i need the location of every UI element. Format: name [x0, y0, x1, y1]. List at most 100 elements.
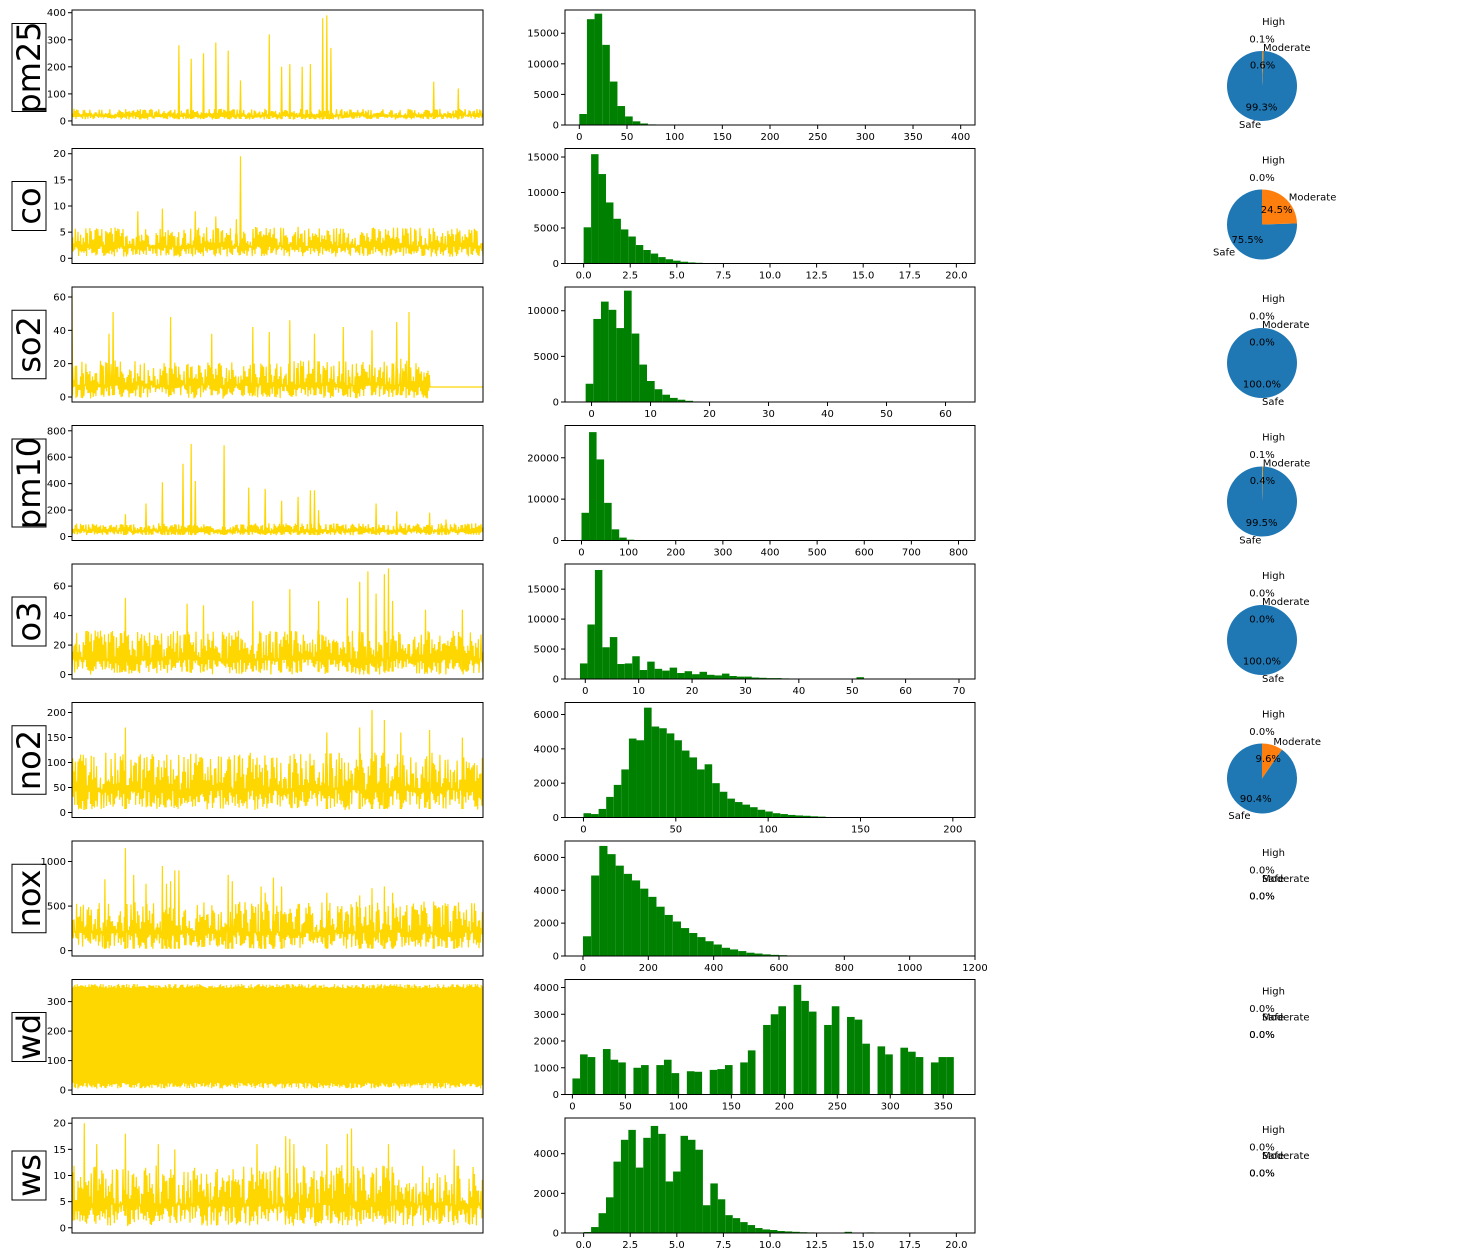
hist-bar-so2 — [623, 290, 632, 402]
line-ytick-label-no2: 100 — [47, 758, 66, 769]
line-ytick-label-ws: 5 — [60, 1197, 66, 1208]
hist-axes-frame-so2 — [564, 286, 976, 403]
hist-bar-co — [613, 218, 621, 264]
hist-bar-no2 — [772, 813, 781, 818]
hist-bar-so2 — [600, 301, 609, 402]
hist-ytick-label-wd: 3000 — [534, 1010, 559, 1021]
pie-pct-safe-no2: 90.4% — [1240, 794, 1272, 805]
hist-bar-o3 — [594, 569, 603, 679]
hist-xtick-label-no2: 0 — [580, 825, 586, 836]
line-ytick-label-co: 5 — [60, 228, 66, 239]
hist-bar-o3 — [662, 670, 670, 679]
hist-bar-o3 — [677, 673, 685, 679]
hist-bar-pm25 — [594, 13, 603, 126]
hist-bar-wd — [671, 1073, 680, 1095]
hist-bar-so2 — [662, 394, 671, 402]
hist-bar-wd — [770, 1014, 779, 1095]
pie-label-high-ws: High — [1262, 1125, 1285, 1136]
hist-bar-o3 — [729, 676, 737, 679]
pie-label-high-o3: High — [1262, 571, 1285, 582]
hist-bar-nox — [721, 947, 730, 956]
hist-bar-nox — [648, 896, 657, 956]
hist-bar-nox — [591, 875, 600, 956]
hist-bar-nox — [754, 953, 763, 956]
pie-slice-safe-no2 — [1227, 743, 1297, 814]
hist-ytick-label-o3: 0 — [553, 675, 559, 686]
hist-bar-nox — [713, 944, 722, 956]
hist-bar-no2 — [613, 784, 622, 818]
hist-bar-no2 — [803, 815, 811, 818]
hist-bar-so2 — [608, 309, 617, 402]
pie-slice-safe-pm10 — [1226, 466, 1297, 537]
line-axes-frame-pm25 — [71, 9, 484, 126]
hist-bar-ws — [650, 1125, 659, 1233]
hist-bar-ws — [725, 1215, 733, 1233]
hist-bar-no2 — [795, 815, 804, 818]
row-label-wd: wd — [10, 1014, 48, 1060]
hist-ytick-label-o3: 15000 — [527, 585, 559, 596]
pie-slice-moderate-pm10 — [1262, 466, 1264, 502]
hist-bar-no2 — [697, 769, 705, 818]
hist-bar-wd — [740, 1062, 748, 1095]
pie-label-safe-no2: Safe — [1228, 811, 1250, 822]
row-label-pm25: pm25 — [10, 21, 48, 113]
pie-label-moderate-ws: Moderate — [1262, 1151, 1310, 1162]
hist-bar-pm10 — [581, 512, 590, 541]
hist-bar-no2 — [628, 738, 637, 818]
hist-bar-wd — [763, 1024, 771, 1095]
hist-bar-wd — [877, 1046, 886, 1095]
pie-label-safe-o3: Safe — [1262, 674, 1284, 685]
hist-xtick-label-nox: 1000 — [897, 963, 922, 974]
hist-xtick-label-so2: 10 — [644, 409, 657, 420]
hist-ytick-label-so2: 0 — [553, 398, 559, 409]
hist-bar-co — [628, 236, 636, 264]
hist-ytick-label-nox: 2000 — [534, 919, 559, 930]
hist-xtick-label-so2: 0 — [588, 409, 594, 420]
line-ytick-label-wd: 200 — [47, 1027, 66, 1038]
hist-bar-co — [658, 257, 666, 264]
hist-xtick-label-pm25: 300 — [856, 132, 875, 143]
pie-pct-moderate-pm10: 0.4% — [1250, 476, 1275, 487]
hist-bar-wd — [641, 1065, 649, 1095]
hist-axes-frame-nox — [564, 840, 976, 957]
hist-bar-pm25 — [625, 116, 633, 125]
pie-pct-moderate-co: 24.5% — [1261, 205, 1293, 216]
hist-bar-nox — [689, 933, 698, 956]
hist-bar-wd — [930, 1062, 939, 1095]
row-ws: ws 0 5 10 15 20 0 2000 4000 0.0 2.5 5.0 7.5 10.0 12.5 1… — [10, 1117, 1310, 1251]
row-label-nox: nox — [10, 870, 48, 928]
line-series-nox — [72, 848, 483, 949]
hist-xtick-label-wd: 100 — [669, 1102, 688, 1113]
hist-ytick-label-co: 5000 — [534, 224, 559, 235]
pie-pct-safe-o3: 100.0% — [1243, 657, 1281, 668]
hist-xtick-label-o3: 70 — [953, 686, 966, 697]
hist-xtick-label-wd: 350 — [934, 1102, 953, 1113]
hist-xtick-label-co: 12.5 — [805, 271, 827, 282]
pie-label-safe-wd: Safe — [1262, 1013, 1284, 1024]
hist-xtick-label-o3: 50 — [846, 686, 859, 697]
line-series-pm10 — [72, 443, 483, 536]
hist-bar-pm25 — [586, 19, 595, 126]
hist-ytick-label-ws: 0 — [553, 1229, 559, 1240]
hist-bar-no2 — [598, 808, 607, 818]
hist-bar-o3 — [684, 671, 693, 679]
row-label-ws: ws — [10, 1154, 48, 1197]
hist-bar-wd — [663, 1059, 672, 1095]
hist-bar-no2 — [780, 814, 788, 818]
pie-label-high-pm10: High — [1262, 433, 1285, 444]
line-ytick-label-so2: 0 — [60, 393, 66, 404]
hist-bar-no2 — [583, 813, 592, 818]
hist-bar-nox — [762, 954, 771, 956]
hist-bar-ws — [710, 1183, 718, 1233]
hist-xtick-label-ws: 12.5 — [805, 1240, 827, 1251]
line-ytick-label-no2: 50 — [53, 783, 66, 794]
hist-xtick-label-co: 17.5 — [899, 271, 921, 282]
hist-xtick-label-nox: 0 — [580, 963, 586, 974]
hist-xtick-label-pm10: 500 — [808, 548, 827, 559]
hist-bar-nox — [746, 952, 755, 956]
hist-xtick-label-pm10: 600 — [855, 548, 874, 559]
line-ytick-label-ws: 20 — [53, 1119, 66, 1130]
row-label-box-co — [11, 181, 47, 231]
hist-ytick-label-so2: 5000 — [534, 352, 559, 363]
hist-bar-ws — [770, 1230, 778, 1233]
